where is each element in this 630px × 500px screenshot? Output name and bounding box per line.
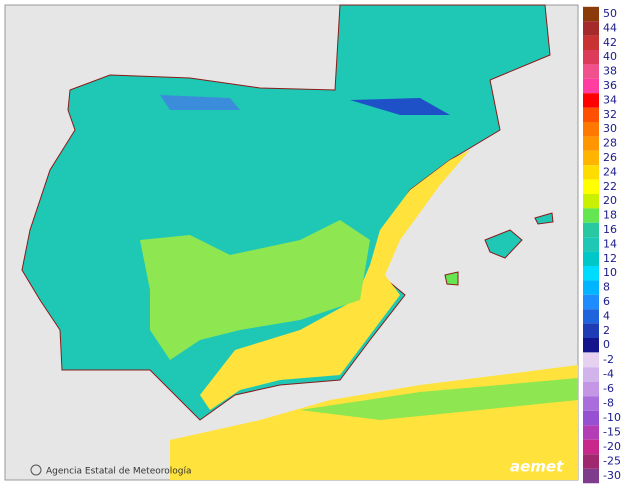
legend-swatch <box>583 93 599 108</box>
copyright-icon <box>30 464 42 476</box>
legend-label: 26 <box>603 151 617 164</box>
legend-label: 8 <box>603 281 610 294</box>
legend: 5044424038363432302826242220181614121086… <box>583 6 621 484</box>
legend-swatch <box>583 468 599 484</box>
cold-pyrenees <box>350 98 450 115</box>
cold-north <box>160 95 240 110</box>
legend-label: 42 <box>603 36 617 49</box>
legend-swatch <box>583 367 599 382</box>
legend-swatch <box>583 410 599 426</box>
legend-label: -2 <box>603 353 614 366</box>
legend-label: -30 <box>603 469 621 482</box>
aemet-logo: aemet <box>510 458 564 476</box>
legend-swatch <box>583 381 599 397</box>
legend-swatch <box>583 64 599 79</box>
legend-label: 36 <box>603 79 617 92</box>
balearic-mallorca <box>484 229 523 259</box>
legend-label: 34 <box>603 93 617 106</box>
legend-swatch <box>583 251 599 266</box>
balearic-menorca <box>534 212 554 225</box>
legend-label: 44 <box>603 21 617 34</box>
legend-label: 16 <box>603 223 617 236</box>
legend-label: 32 <box>603 108 617 121</box>
legend-label: 0 <box>603 338 610 351</box>
legend-swatch <box>583 194 599 209</box>
legend-swatch <box>583 439 599 455</box>
legend-swatch <box>583 454 599 469</box>
legend-swatch <box>583 35 599 50</box>
legend-swatch <box>583 50 599 65</box>
legend-swatch <box>583 21 599 36</box>
legend-swatch <box>583 323 599 338</box>
legend-swatch <box>583 266 599 281</box>
legend-label: -6 <box>603 382 614 395</box>
legend-label: -20 <box>603 440 621 453</box>
legend-label: 12 <box>603 252 617 265</box>
legend-label: 4 <box>603 309 610 322</box>
legend-label: -25 <box>603 455 621 468</box>
legend-swatch <box>583 338 599 353</box>
legend-label: 6 <box>603 295 610 308</box>
legend-label: 38 <box>603 65 617 78</box>
legend-label: 30 <box>603 122 617 135</box>
legend-swatch <box>583 179 599 194</box>
legend-label: 20 <box>603 194 617 207</box>
legend-label: -4 <box>603 368 614 381</box>
legend-swatch <box>583 309 599 324</box>
legend-swatch <box>583 150 599 166</box>
legend-label: 24 <box>603 165 617 178</box>
legend-label: -10 <box>603 411 621 424</box>
warm-east <box>200 150 470 410</box>
legend-swatch <box>583 396 599 411</box>
legend-swatch <box>583 165 599 180</box>
legend-swatch <box>583 122 599 137</box>
legend-swatch <box>583 280 599 295</box>
legend-swatch <box>583 208 599 223</box>
legend-swatch <box>583 425 599 440</box>
africa-green <box>300 378 578 420</box>
legend-label: -15 <box>603 426 621 439</box>
legend-label: 10 <box>603 266 617 279</box>
legend-label: -8 <box>603 397 614 410</box>
legend-swatch <box>583 6 599 22</box>
legend-swatch <box>583 136 599 151</box>
legend-label: 2 <box>603 324 610 337</box>
legend-swatch <box>583 107 599 122</box>
legend-swatch <box>583 237 599 252</box>
legend-swatch <box>583 222 599 238</box>
legend-swatch <box>583 352 599 368</box>
legend-label: 50 <box>603 7 617 20</box>
legend-swatch <box>583 294 599 310</box>
legend-label: 18 <box>603 209 617 222</box>
legend-swatch <box>583 78 599 94</box>
legend-label: 22 <box>603 180 617 193</box>
balearic-ibiza <box>444 271 459 286</box>
legend-label: 28 <box>603 137 617 150</box>
agency-name: Agencia Estatal de Meteorología <box>46 467 192 477</box>
legend-label: 14 <box>603 237 617 250</box>
warm-center <box>140 220 370 360</box>
legend-label: 40 <box>603 50 617 63</box>
